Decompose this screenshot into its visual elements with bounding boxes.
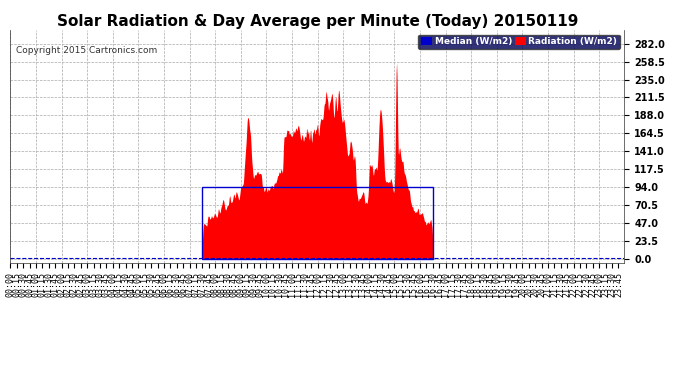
Title: Solar Radiation & Day Average per Minute (Today) 20150119: Solar Radiation & Day Average per Minute…	[57, 14, 578, 29]
Text: Copyright 2015 Cartronics.com: Copyright 2015 Cartronics.com	[17, 46, 158, 55]
Bar	[202, 187, 433, 259]
Legend: Median (W/m2), Radiation (W/m2): Median (W/m2), Radiation (W/m2)	[418, 34, 620, 49]
